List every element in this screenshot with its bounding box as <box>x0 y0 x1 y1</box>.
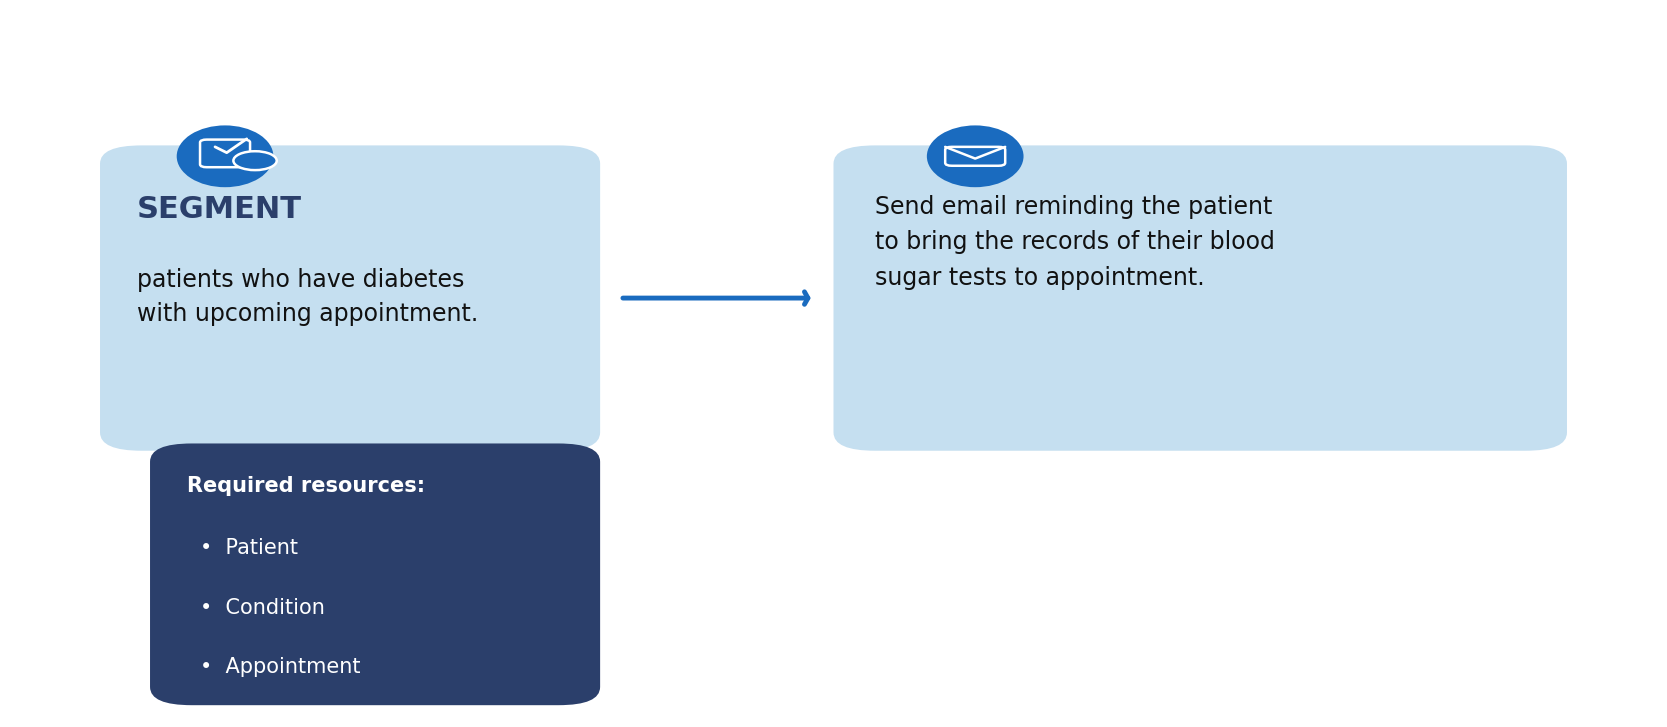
Text: patients who have diabetes
with upcoming appointment.: patients who have diabetes with upcoming… <box>137 268 478 326</box>
Text: •  Patient: • Patient <box>200 538 298 558</box>
FancyBboxPatch shape <box>834 145 1567 451</box>
Ellipse shape <box>177 125 273 187</box>
Text: •  Appointment: • Appointment <box>200 657 360 678</box>
Text: SEGMENT: SEGMENT <box>137 195 302 224</box>
Text: Send email reminding the patient
to bring the records of their blood
sugar tests: Send email reminding the patient to brin… <box>875 195 1275 289</box>
Circle shape <box>233 151 277 170</box>
Text: Required resources:: Required resources: <box>187 476 425 497</box>
FancyBboxPatch shape <box>100 145 600 451</box>
FancyBboxPatch shape <box>150 443 600 705</box>
Text: •  Condition: • Condition <box>200 598 325 618</box>
Ellipse shape <box>927 125 1024 187</box>
